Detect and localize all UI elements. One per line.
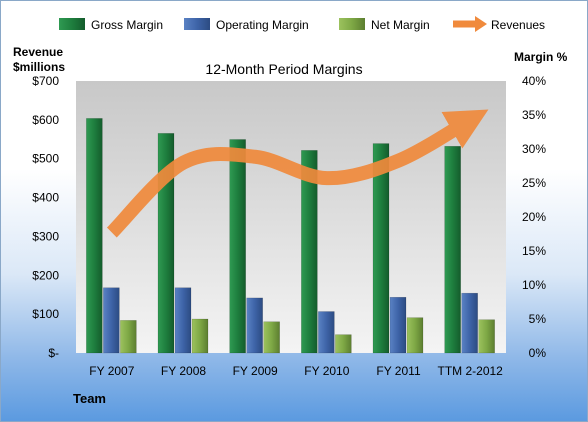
legend-item-revenues: Revenues (453, 16, 545, 32)
gross-margin-bar (301, 150, 318, 354)
right-axis-label: Margin % (514, 50, 568, 64)
gross-margin-bar (86, 118, 103, 354)
left-tick-label: $400 (32, 191, 59, 205)
gross-margin-bar (372, 143, 390, 354)
operating-margin-bar (246, 297, 263, 354)
legend-swatch-operating (184, 18, 210, 30)
x-tick-label: FY 2008 (161, 364, 206, 378)
net-margin-bar (478, 319, 495, 354)
x-tick-label: FY 2011 (376, 364, 421, 378)
legend-arrow-icon (475, 16, 487, 32)
right-tick-label: 0% (529, 346, 547, 360)
plot-area (76, 81, 506, 353)
right-tick-label: 15% (522, 244, 546, 258)
legend-label-operating: Operating Margin (216, 18, 309, 32)
operating-margin-bar (103, 287, 120, 354)
left-tick-label: $700 (32, 74, 59, 88)
legend-item-gross-margin: Gross Margin (59, 18, 163, 32)
right-tick-label: 10% (522, 278, 546, 292)
legend-item-operating-margin: Operating Margin (184, 18, 309, 32)
legend-label-net: Net Margin (371, 18, 430, 32)
left-tick-label: $- (48, 346, 59, 360)
x-tick-label: TTM 2-2012 (437, 364, 503, 378)
left-tick-label: $500 (32, 152, 59, 166)
chart-title: 12-Month Period Margins (205, 61, 362, 77)
x-axis-label: Team (73, 391, 106, 406)
left-tick-label: $600 (32, 113, 59, 127)
legend-swatch-gross (59, 18, 85, 30)
net-margin-bar (120, 320, 137, 354)
legend: Gross Margin Operating Margin Net Margin… (59, 16, 545, 32)
net-margin-bar (191, 318, 209, 354)
legend-swatch-net (339, 18, 365, 30)
net-margin-bar (263, 321, 280, 354)
x-tick-label: FY 2010 (304, 364, 349, 378)
right-tick-label: 5% (529, 312, 547, 326)
right-tick-label: 20% (522, 210, 546, 224)
right-tick-label: 35% (522, 108, 546, 122)
net-margin-bar (406, 317, 424, 354)
left-axis-label-line1: Revenue (13, 45, 63, 59)
gross-margin-bar (229, 139, 246, 354)
legend-label-gross: Gross Margin (91, 18, 163, 32)
right-tick-label: 30% (522, 142, 546, 156)
net-margin-bar (335, 334, 352, 354)
operating-margin-bar (461, 292, 478, 354)
left-tick-label: $300 (32, 229, 59, 243)
left-tick-label: $100 (32, 307, 59, 321)
legend-label-revenues: Revenues (491, 18, 545, 32)
operating-margin-bar (389, 296, 407, 354)
gross-margin-bar (444, 146, 461, 354)
left-axis-label-line2: $millions (13, 60, 65, 74)
left-tick-label: $200 (32, 268, 59, 282)
right-tick-label: 40% (522, 74, 546, 88)
operating-margin-bar (174, 287, 192, 354)
x-tick-label: FY 2009 (233, 364, 278, 378)
x-tick-label: FY 2007 (89, 364, 134, 378)
legend-item-net-margin: Net Margin (339, 18, 430, 32)
operating-margin-bar (318, 311, 335, 354)
right-tick-label: 25% (522, 176, 546, 190)
revenues-line (106, 109, 489, 238)
